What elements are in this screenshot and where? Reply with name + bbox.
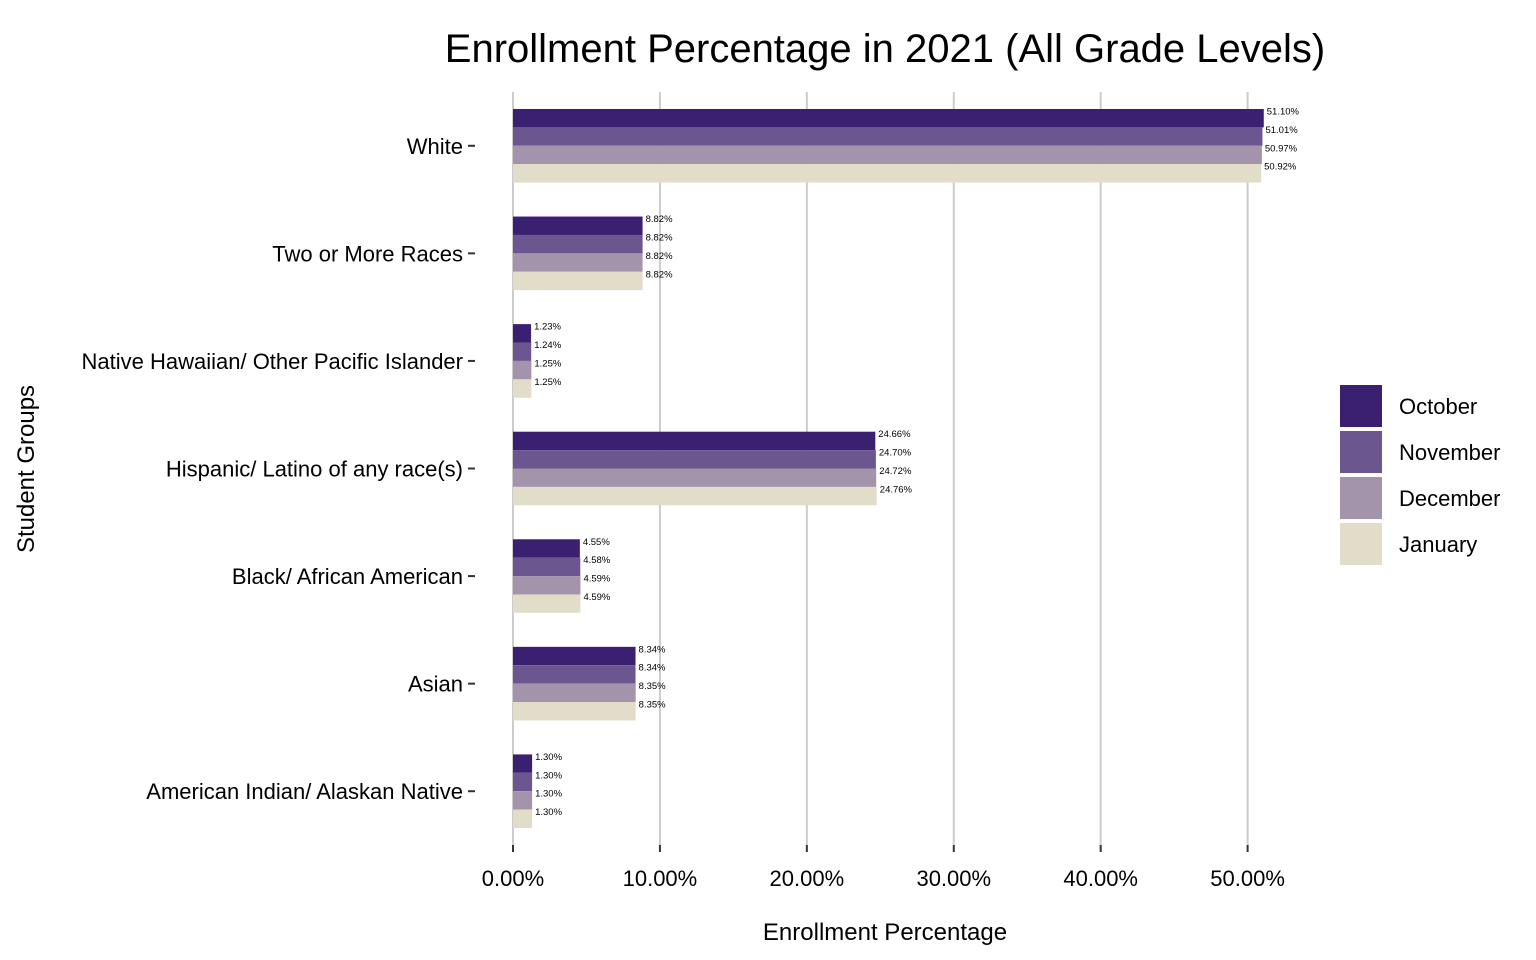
bar xyxy=(513,754,533,773)
data-label: 4.59% xyxy=(583,592,610,603)
legend-label: November xyxy=(1399,440,1500,465)
bar xyxy=(513,594,581,613)
bar xyxy=(513,468,877,487)
legend-key xyxy=(1340,431,1382,473)
legend-label: December xyxy=(1399,486,1500,511)
data-label: 8.82% xyxy=(646,214,673,225)
legend-key xyxy=(1340,523,1382,565)
bar xyxy=(513,164,1262,183)
bar xyxy=(513,772,533,792)
x-tick-label: 40.00% xyxy=(1063,866,1138,891)
data-label: 1.25% xyxy=(534,377,561,388)
bar xyxy=(513,665,636,684)
legend: October November December January xyxy=(1340,385,1500,565)
bar xyxy=(513,127,1263,146)
data-label: 1.30% xyxy=(535,770,562,781)
chart-title: Enrollment Percentage in 2021 (All Grade… xyxy=(445,27,1325,71)
bar xyxy=(513,379,532,398)
x-tick-label: 20.00% xyxy=(770,866,845,891)
legend-key xyxy=(1340,385,1382,427)
bar xyxy=(513,145,1262,165)
bar xyxy=(513,646,636,666)
data-label: 1.23% xyxy=(534,322,561,333)
legend-label: October xyxy=(1399,394,1477,419)
y-tick-label: Asian xyxy=(408,672,463,697)
data-label: 4.59% xyxy=(583,574,610,585)
bar xyxy=(513,539,580,558)
y-axis-title: Student Groups xyxy=(13,385,40,553)
bar xyxy=(513,791,533,810)
x-axis-title: Enrollment Percentage xyxy=(763,919,1007,946)
data-label: 8.82% xyxy=(646,251,673,262)
x-tick-label: 30.00% xyxy=(916,866,991,891)
data-label: 8.34% xyxy=(639,663,666,674)
data-label: 1.30% xyxy=(535,752,562,763)
bar xyxy=(513,108,1264,128)
legend-key xyxy=(1340,477,1382,519)
data-label: 8.34% xyxy=(639,644,666,655)
data-label: 24.70% xyxy=(879,448,912,459)
bar xyxy=(513,450,876,469)
y-tick-label: Black/ African American xyxy=(232,564,463,589)
data-label: 51.01% xyxy=(1265,125,1298,136)
bar xyxy=(513,576,581,595)
data-label: 4.58% xyxy=(583,555,610,566)
legend-label: January xyxy=(1399,532,1477,557)
y-tick-label: American Indian/ Alaskan Native xyxy=(146,779,463,804)
bar xyxy=(513,557,581,577)
bar xyxy=(513,486,877,506)
bar xyxy=(513,431,876,451)
data-label: 4.55% xyxy=(583,537,610,548)
bar xyxy=(513,271,643,291)
bar xyxy=(513,702,636,721)
data-label: 51.10% xyxy=(1267,106,1300,117)
y-tick-label: Two or More Races xyxy=(272,241,463,266)
data-label: 8.82% xyxy=(646,232,673,243)
data-label: 24.72% xyxy=(879,466,912,477)
x-tick-label: 50.00% xyxy=(1210,866,1285,891)
bars xyxy=(513,108,1264,829)
y-axis: White Two or More Races Native Hawaiian/ O… xyxy=(82,134,475,804)
y-tick-label: Native Hawaiian/ Other Pacific Islander xyxy=(82,349,464,374)
data-label: 8.82% xyxy=(646,269,673,280)
bar xyxy=(513,234,643,254)
y-tick-label: Hispanic/ Latino of any race(s) xyxy=(166,457,463,482)
data-label: 1.25% xyxy=(534,358,561,369)
data-label: 24.66% xyxy=(878,429,911,440)
y-tick-label: White xyxy=(407,134,463,159)
data-label: 50.92% xyxy=(1264,162,1297,173)
bar xyxy=(513,253,643,272)
bar xyxy=(513,683,636,703)
data-label: 8.35% xyxy=(639,681,666,692)
bar xyxy=(513,809,533,829)
data-label: 1.30% xyxy=(535,807,562,818)
bar xyxy=(513,216,643,235)
bar xyxy=(513,360,532,380)
data-label: 24.76% xyxy=(880,484,913,495)
x-axis: 0.00% 10.00% 20.00% 30.00% 40.00% 50.00% xyxy=(482,845,1285,891)
data-label: 50.97% xyxy=(1265,143,1298,154)
x-tick-label: 10.00% xyxy=(623,866,698,891)
data-label: 1.24% xyxy=(534,340,561,351)
data-labels: 51.10% 51.01% 50.97% 50.92% 8.82% 8.82% 8.82% 8… xyxy=(534,106,1299,818)
bar xyxy=(513,342,532,361)
x-tick-label: 0.00% xyxy=(482,866,544,891)
data-label: 8.35% xyxy=(639,700,666,711)
data-label: 1.30% xyxy=(535,789,562,800)
bar xyxy=(513,324,532,343)
